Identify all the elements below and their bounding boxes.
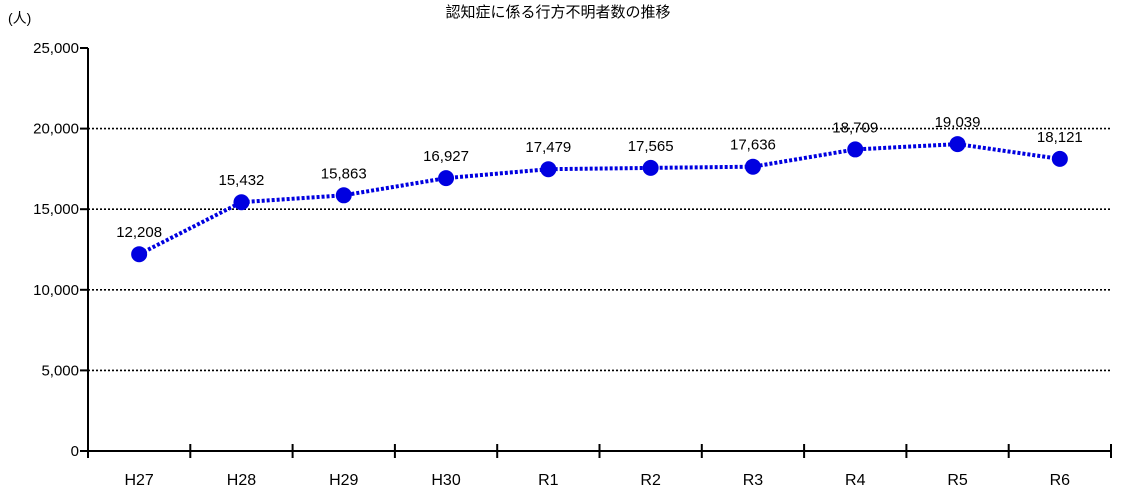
x-tick-label: R1 xyxy=(538,472,559,489)
data-label: 17,479 xyxy=(525,139,571,156)
data-labels: 12,208 15,432 15,863 16,927 17,479 17,565 17,6… xyxy=(116,114,1083,241)
data-label: 15,863 xyxy=(321,165,367,182)
data-label: 17,565 xyxy=(628,138,674,155)
data-point xyxy=(949,136,966,153)
data-label: 17,636 xyxy=(730,137,776,154)
x-tick-label: H28 xyxy=(227,472,256,489)
x-tick-label: R6 xyxy=(1050,472,1071,489)
y-tick-label: 5,000 xyxy=(41,362,79,379)
data-point xyxy=(744,158,761,175)
data-point xyxy=(847,141,864,158)
y-axis-unit-label: (人) xyxy=(8,10,31,26)
series-path xyxy=(138,142,1061,256)
x-tick-label: R5 xyxy=(947,472,968,489)
chart-title: 認知症に係る行方不明者数の推移 xyxy=(445,4,670,21)
x-tick-label: H27 xyxy=(124,472,153,489)
y-tick-label: 20,000 xyxy=(33,121,79,138)
x-tick-label: H30 xyxy=(431,472,460,489)
y-tick-label: 0 xyxy=(71,443,79,460)
data-point xyxy=(1051,150,1068,167)
data-label: 18,709 xyxy=(832,119,878,136)
data-point xyxy=(438,170,455,187)
data-label: 19,039 xyxy=(935,114,981,131)
x-tick-label: H29 xyxy=(329,472,358,489)
series-line xyxy=(131,136,1068,263)
x-tick-label: R3 xyxy=(743,472,764,489)
y-tick-label: 15,000 xyxy=(33,201,79,218)
data-point xyxy=(642,159,659,176)
x-tick-label: R4 xyxy=(845,472,866,489)
data-label: 12,208 xyxy=(116,224,162,241)
x-tick-label: R2 xyxy=(640,472,661,489)
data-point xyxy=(540,161,557,178)
axes xyxy=(87,48,1111,452)
data-label: 18,121 xyxy=(1037,129,1083,146)
x-axis-ticks: H27 H28 H29 H30 R1 R2 R3 R4 R5 R6 xyxy=(87,444,1112,489)
y-tick-label: 10,000 xyxy=(33,282,79,299)
data-label: 15,432 xyxy=(219,172,265,189)
data-point xyxy=(335,187,352,204)
data-label: 16,927 xyxy=(423,148,469,165)
y-axis-ticks: 0 5,000 10,000 15,000 20,000 25,000 xyxy=(33,40,88,460)
data-point xyxy=(233,194,250,211)
gridlines xyxy=(88,127,1111,372)
y-tick-label: 25,000 xyxy=(33,40,79,57)
data-point xyxy=(131,246,148,263)
